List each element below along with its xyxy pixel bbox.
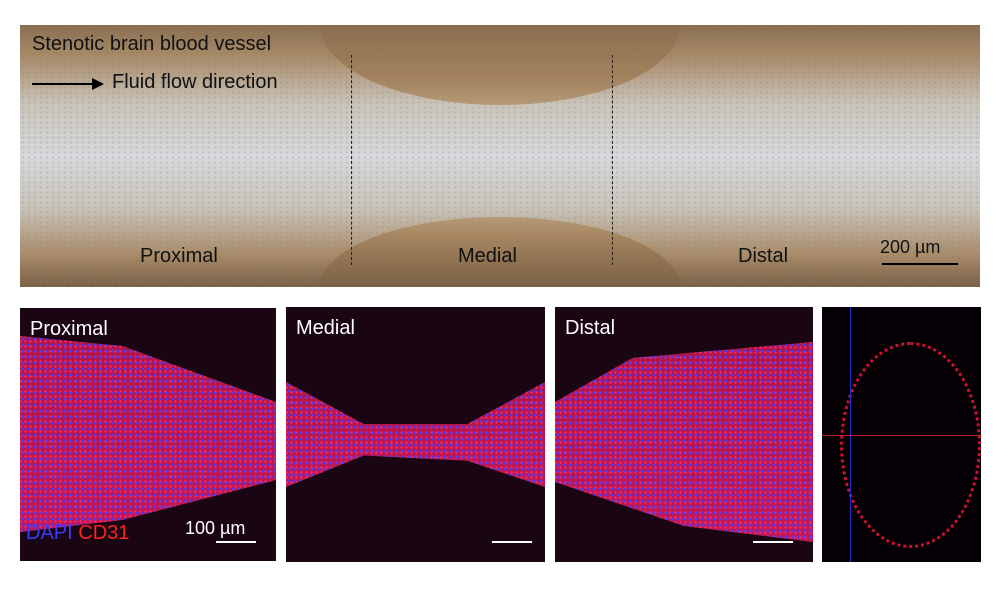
stain-legend: DAPI CD31	[26, 522, 129, 545]
horizontal-crosshair	[822, 435, 981, 436]
fluorescence-panel-proximal: Proximal DAPI CD31 100 µm	[20, 308, 276, 561]
scale-bar	[882, 263, 958, 265]
panel-label: Distal	[565, 317, 616, 339]
panel-label: Medial	[296, 317, 355, 339]
region-divider	[351, 55, 352, 265]
vertical-crosshair	[850, 307, 851, 562]
vessel-tissue	[555, 342, 813, 542]
scale-bar	[492, 541, 532, 543]
region-label-medial: Medial	[458, 245, 517, 267]
scale-bar	[753, 541, 793, 543]
panel-label: Proximal	[30, 318, 108, 340]
region-divider	[612, 55, 613, 265]
region-label-proximal: Proximal	[140, 245, 218, 267]
region-label-distal: Distal	[738, 245, 789, 267]
dapi-label: DAPI	[26, 522, 73, 544]
scale-bar-label: 100 µm	[185, 518, 246, 538]
cross-section-panel	[822, 307, 981, 562]
vessel-tissue	[286, 382, 545, 487]
scale-bar	[216, 541, 256, 543]
brightfield-vessel-image: Stenotic brain blood vessel Fluid flow d…	[20, 25, 980, 287]
cd31-label: CD31	[78, 522, 130, 544]
fluorescence-panel-distal: Distal	[555, 307, 813, 562]
flow-arrow-icon	[32, 78, 104, 90]
vessel-tissue	[20, 336, 276, 532]
vessel-cross-section-ring	[840, 342, 981, 548]
top-title: Stenotic brain blood vessel	[32, 33, 272, 55]
fluorescence-panel-medial: Medial	[286, 307, 545, 562]
flow-direction-label: Fluid flow direction	[112, 71, 278, 93]
scale-bar-label: 200 µm	[880, 237, 941, 257]
